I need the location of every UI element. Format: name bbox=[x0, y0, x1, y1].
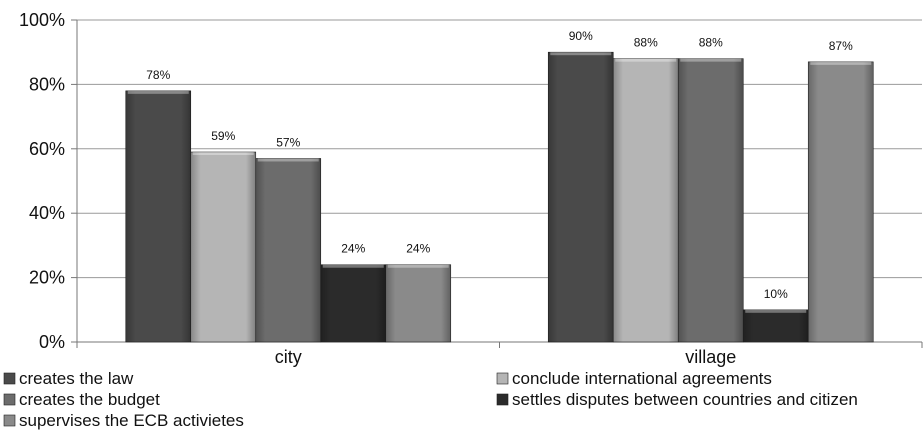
legend-swatch bbox=[3, 393, 16, 406]
data-label: 24% bbox=[341, 242, 365, 256]
data-label: 78% bbox=[146, 68, 170, 82]
bar-highlight bbox=[192, 152, 254, 156]
legend-item: conclude international agreements bbox=[496, 369, 772, 388]
x-category-label: city bbox=[275, 347, 302, 367]
bar-highlight bbox=[810, 61, 872, 65]
y-tick-label: 100% bbox=[19, 10, 65, 30]
data-label: 59% bbox=[211, 129, 235, 143]
data-labels: 78% 59% 57% 24% 24% 90% 88% 88% 10% 87% bbox=[146, 29, 853, 301]
y-tick-label: 20% bbox=[29, 268, 65, 288]
bar-shading bbox=[320, 264, 386, 342]
y-axis-ticks: 0% 20% 40% 60% 80% 100% bbox=[19, 10, 65, 352]
data-label: 88% bbox=[634, 36, 658, 50]
bar-shading bbox=[808, 61, 874, 343]
bar-shading bbox=[613, 58, 679, 342]
bar-shading bbox=[125, 90, 191, 342]
data-label: 88% bbox=[699, 36, 723, 50]
y-tick-label: 40% bbox=[29, 203, 65, 223]
x-axis-categories: city village bbox=[275, 347, 737, 367]
bar-highlight bbox=[387, 264, 449, 268]
y-tick-label: 80% bbox=[29, 74, 65, 94]
bar-shading bbox=[385, 264, 451, 342]
bar-shading bbox=[190, 152, 256, 342]
x-category-label: village bbox=[685, 347, 736, 367]
legend-label: supervises the ECB activietes bbox=[19, 411, 244, 430]
legend-item: creates the law bbox=[3, 369, 134, 388]
legend-swatch bbox=[3, 372, 16, 385]
data-label: 90% bbox=[569, 29, 593, 43]
bar-highlight bbox=[680, 58, 742, 62]
data-label: 24% bbox=[406, 242, 430, 256]
bar-shading bbox=[678, 58, 744, 342]
bar-highlight bbox=[550, 52, 612, 56]
data-label: 87% bbox=[829, 39, 853, 53]
legend-item: creates the budget bbox=[3, 390, 160, 409]
bars bbox=[125, 51, 874, 343]
legend-swatch bbox=[496, 393, 509, 406]
legend-label: conclude international agreements bbox=[512, 369, 772, 388]
legend-label: creates the budget bbox=[19, 390, 160, 409]
bar-highlight bbox=[745, 309, 807, 313]
bar-highlight bbox=[127, 90, 189, 94]
legend: creates the law conclude international ag… bbox=[3, 369, 858, 430]
legend-swatch bbox=[3, 414, 16, 427]
y-tick-label: 0% bbox=[39, 332, 65, 352]
bar-shading bbox=[255, 158, 321, 342]
data-label: 57% bbox=[276, 135, 300, 149]
bar-highlight bbox=[322, 264, 384, 268]
legend-item: supervises the ECB activietes bbox=[3, 411, 244, 430]
bar-highlight bbox=[615, 58, 677, 62]
legend-label: creates the law bbox=[19, 369, 134, 388]
bar-shading bbox=[548, 52, 614, 342]
y-tick-label: 60% bbox=[29, 139, 65, 159]
data-label: 10% bbox=[764, 287, 788, 301]
legend-label: settles disputes between countries and c… bbox=[512, 390, 858, 409]
legend-swatch bbox=[496, 372, 509, 385]
bar-highlight bbox=[257, 158, 319, 162]
legend-item: settles disputes between countries and c… bbox=[496, 390, 858, 409]
bar-shading bbox=[743, 309, 809, 342]
